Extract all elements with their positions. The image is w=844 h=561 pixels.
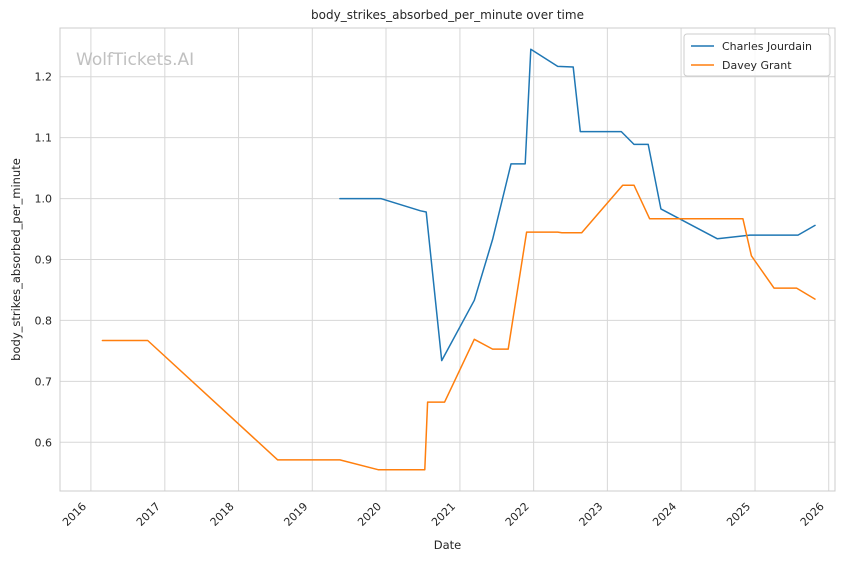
y-tick-label: 0.6 — [35, 436, 53, 449]
y-tick-label: 0.8 — [35, 314, 53, 327]
series-line-1 — [101, 184, 816, 471]
legend-label-1: Davey Grant — [722, 59, 792, 72]
y-tick-label: 1.2 — [35, 71, 53, 84]
series-line-0 — [339, 48, 816, 362]
legend-box — [683, 33, 831, 77]
legend-label-0: Charles Jourdain — [722, 40, 812, 53]
y-tick-label: 0.7 — [35, 375, 53, 388]
y-tick-label: 1.0 — [35, 193, 53, 206]
x-axis-label: Date — [434, 538, 462, 552]
y-tick-label: 1.1 — [35, 132, 53, 145]
y-tick-label: 0.9 — [35, 254, 53, 267]
y-axis-label: body_strikes_absorbed_per_minute — [9, 158, 23, 361]
grid — [60, 28, 835, 491]
watermark-text: WolfTickets.AI — [76, 50, 194, 70]
chart-title: body_strikes_absorbed_per_minute over ti… — [311, 8, 584, 22]
y-axis-ticks: 0.6 0.7 0.8 0.9 1.0 1.1 1.2 — [35, 71, 53, 450]
plot-frame — [59, 27, 836, 492]
legend: Charles Jourdain Davey Grant — [683, 33, 831, 77]
series-layer — [101, 48, 816, 471]
